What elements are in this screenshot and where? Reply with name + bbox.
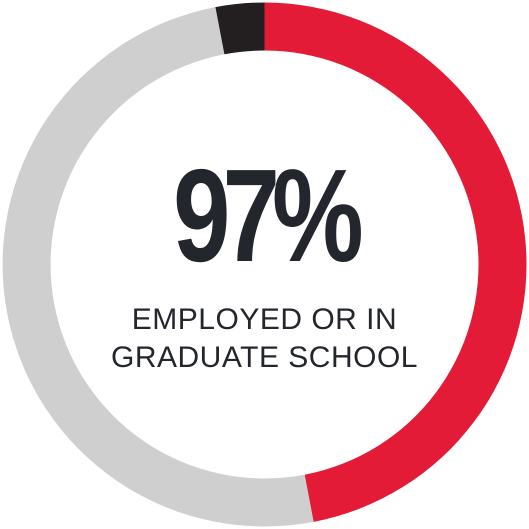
caption-line-2: GRADUATE SCHOOL [111, 341, 418, 374]
donut-segment-2 [215, 2, 265, 55]
donut-segment-0 [264, 2, 527, 522]
caption-line-1: EMPLOYED OR IN [131, 303, 398, 336]
donut-segment-1 [2, 7, 314, 527]
percentage-value: 97% [173, 142, 363, 289]
caption: EMPLOYED OR IN GRADUATE SCHOOL [0, 301, 529, 377]
